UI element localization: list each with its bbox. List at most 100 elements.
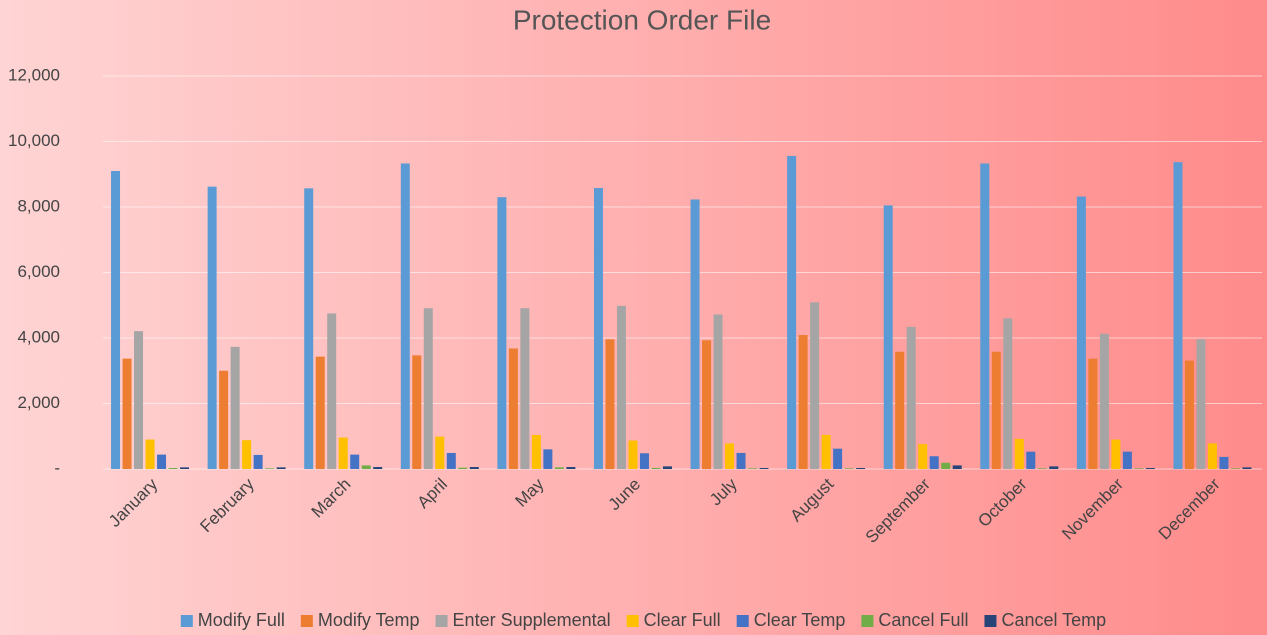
y-tick-label: - [54, 458, 60, 477]
bar [265, 468, 275, 469]
bar [941, 462, 951, 469]
bar [628, 440, 638, 469]
bar [736, 452, 746, 469]
bar [566, 467, 576, 469]
bar [111, 170, 121, 469]
legend-label: Cancel Full [878, 610, 968, 630]
bar [1207, 443, 1217, 469]
bar [713, 314, 723, 469]
bar [219, 370, 229, 469]
bar [207, 186, 217, 469]
bar [906, 326, 916, 469]
bar [145, 439, 155, 469]
bar [952, 465, 962, 469]
bar [327, 313, 337, 469]
bar [1003, 318, 1013, 469]
y-tick-label: 10,000 [8, 131, 60, 150]
y-tick-label: 4,000 [17, 327, 60, 346]
bar [350, 454, 360, 469]
bar [1196, 339, 1206, 469]
bar [253, 454, 263, 469]
bar [373, 467, 383, 469]
legend-label: Modify Full [198, 610, 285, 630]
y-tick-label: 12,000 [8, 65, 60, 84]
bar [1076, 196, 1086, 469]
bar [639, 453, 649, 469]
chart-title: Protection Order File [513, 4, 771, 35]
bar [168, 468, 178, 469]
legend-label: Clear Temp [754, 610, 846, 630]
bar [605, 339, 615, 469]
bar [844, 468, 854, 469]
bar [821, 434, 831, 469]
bar [651, 468, 661, 469]
legend-swatch [626, 615, 639, 627]
bar [1145, 468, 1155, 469]
bar [1111, 439, 1121, 469]
legend-swatch [861, 615, 874, 627]
bar [1230, 468, 1240, 469]
bar [918, 444, 928, 469]
bar [446, 452, 456, 469]
bar [508, 348, 518, 469]
bar [122, 358, 132, 469]
bar [242, 440, 252, 469]
bar [543, 449, 553, 469]
legend-label: Clear Full [644, 610, 721, 630]
bar [531, 434, 541, 469]
bar [1184, 360, 1194, 469]
legend-swatch [984, 615, 997, 627]
bar [991, 351, 1001, 469]
bar [798, 335, 808, 469]
bar [315, 356, 325, 469]
bar [554, 467, 564, 469]
bar [725, 443, 735, 469]
bar [1173, 162, 1183, 469]
legend-label: Modify Temp [318, 610, 420, 630]
bar [435, 436, 445, 469]
bar [616, 305, 626, 469]
bar [883, 205, 893, 470]
bar [230, 346, 240, 469]
bar [702, 340, 712, 469]
bar [593, 188, 603, 469]
bar [1014, 438, 1024, 469]
y-tick-label: 2,000 [17, 393, 60, 412]
bar [929, 456, 939, 469]
bar [856, 468, 866, 469]
bar [1134, 468, 1144, 469]
legend-swatch [435, 615, 448, 627]
y-tick-label: 6,000 [17, 262, 60, 281]
bar [662, 466, 672, 469]
bar [1026, 451, 1036, 469]
legend-swatch [180, 615, 193, 627]
bar [787, 155, 797, 469]
legend-swatch [300, 615, 313, 627]
bar [400, 163, 410, 469]
legend: Modify Full Modify Temp Enter Supplemental… [180, 610, 1106, 630]
legend-swatch [736, 615, 749, 627]
bar [276, 467, 286, 469]
bar [469, 467, 479, 469]
bar [338, 437, 348, 469]
bar [748, 468, 758, 469]
bar [1219, 456, 1229, 469]
y-tick-label: 8,000 [17, 196, 60, 215]
bar [134, 331, 144, 469]
bar [810, 302, 820, 469]
bar [833, 448, 843, 469]
legend-label: Cancel Temp [1001, 610, 1106, 630]
bar [458, 467, 468, 469]
bar [157, 454, 167, 469]
bar [690, 199, 700, 469]
legend-label: Enter Supplemental [453, 610, 611, 630]
bar [423, 308, 433, 469]
bar [980, 163, 990, 469]
bar [180, 467, 190, 469]
bar [1122, 451, 1132, 469]
bar [1099, 333, 1109, 469]
bar [412, 355, 422, 469]
bar [1049, 466, 1059, 469]
bar [759, 468, 769, 469]
